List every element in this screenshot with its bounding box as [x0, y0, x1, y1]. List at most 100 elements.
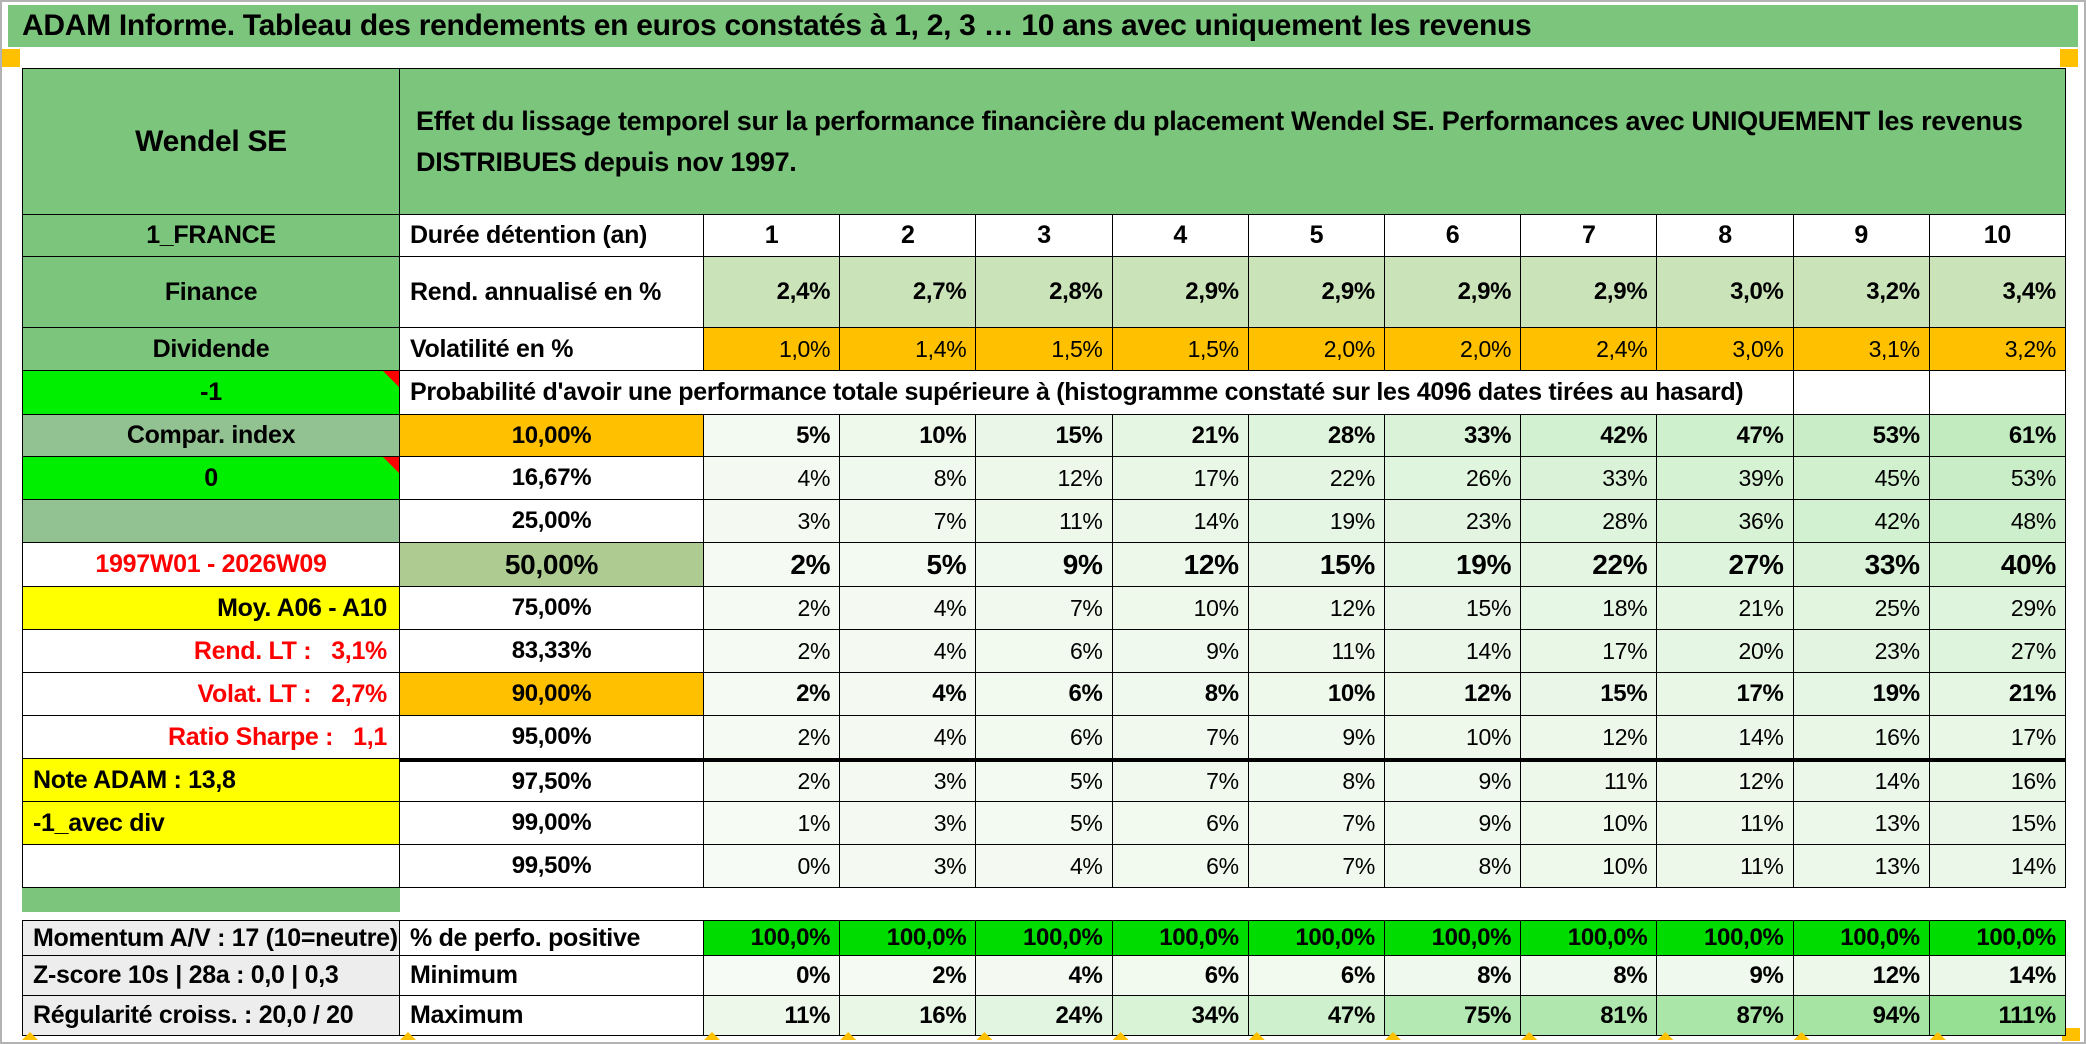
empty-cell[interactable] [1929, 371, 2066, 415]
value-cell[interactable]: 3% [840, 802, 977, 845]
value-cell[interactable]: 16% [1929, 759, 2066, 802]
value-cell[interactable]: 17% [1657, 673, 1794, 716]
value-cell[interactable]: 9% [1248, 716, 1385, 759]
value-cell[interactable]: 33% [1384, 415, 1522, 457]
value-cell[interactable]: 8% [1384, 956, 1522, 996]
row-label-cell[interactable]: Finance [22, 257, 400, 328]
value-cell[interactable]: 11% [1657, 802, 1794, 845]
value-cell[interactable]: 2,9% [1384, 257, 1522, 328]
value-cell[interactable]: 3,4% [1929, 257, 2066, 328]
value-cell[interactable]: 12% [1384, 673, 1522, 716]
value-cell[interactable]: 14% [1793, 759, 1930, 802]
value-cell[interactable]: 48% [1929, 500, 2066, 543]
value-cell[interactable]: 3,0% [1657, 257, 1794, 328]
value-cell[interactable]: 3% [704, 500, 841, 543]
value-cell[interactable]: 10% [1112, 587, 1249, 630]
value-cell[interactable]: 100,0% [1112, 920, 1249, 956]
value-cell[interactable]: 11% [976, 500, 1113, 543]
value-cell[interactable]: 9% [976, 543, 1113, 587]
duration-header-cell[interactable]: 3 [976, 215, 1113, 257]
metric-label-cell[interactable]: Volatilité en % [400, 328, 704, 371]
value-cell[interactable]: 100,0% [840, 920, 977, 956]
metric-label-cell[interactable]: 83,33% [400, 630, 704, 673]
value-cell[interactable]: 24% [976, 996, 1113, 1036]
value-cell[interactable]: 15% [1248, 543, 1385, 587]
row-label-cell[interactable] [22, 500, 400, 543]
duration-header-cell[interactable]: 9 [1793, 215, 1930, 257]
duration-header-cell[interactable]: 8 [1657, 215, 1794, 257]
value-cell[interactable]: 100,0% [1521, 920, 1658, 956]
value-cell[interactable]: 15% [1521, 673, 1658, 716]
value-cell[interactable]: 6% [976, 673, 1113, 716]
value-cell[interactable]: 1,0% [704, 328, 841, 371]
empty-cell[interactable] [1793, 371, 1930, 415]
row-label-cell[interactable]: Z-score 10s | 28a : 0,0 | 0,3 [22, 956, 400, 996]
value-cell[interactable]: 9% [1112, 630, 1249, 673]
value-cell[interactable]: 27% [1657, 543, 1794, 587]
value-cell[interactable]: 100,0% [704, 920, 841, 956]
value-cell[interactable]: 12% [976, 457, 1113, 500]
value-cell[interactable]: 15% [1929, 802, 2066, 845]
value-cell[interactable]: 8% [1248, 759, 1385, 802]
value-cell[interactable]: 9% [1384, 802, 1522, 845]
metric-label-cell[interactable]: 95,00% [400, 716, 704, 759]
value-cell[interactable]: 26% [1384, 457, 1522, 500]
value-cell[interactable]: 11% [1521, 759, 1658, 802]
value-cell[interactable]: 6% [976, 630, 1113, 673]
row-label-cell[interactable]: -1_avec div [22, 802, 400, 845]
value-cell[interactable]: 2% [704, 716, 841, 759]
value-cell[interactable]: 87% [1657, 996, 1794, 1036]
value-cell[interactable]: 47% [1657, 415, 1794, 457]
value-cell[interactable]: 1,5% [976, 328, 1113, 371]
value-cell[interactable]: 3% [840, 759, 977, 802]
value-cell[interactable]: 16% [840, 996, 977, 1036]
value-cell[interactable]: 42% [1793, 500, 1930, 543]
value-cell[interactable]: 4% [840, 587, 977, 630]
value-cell[interactable]: 17% [1521, 630, 1658, 673]
value-cell[interactable]: 2,0% [1384, 328, 1522, 371]
value-cell[interactable]: 28% [1521, 500, 1658, 543]
value-cell[interactable]: 29% [1929, 587, 2066, 630]
row-label-cell[interactable]: 1_FRANCE [22, 215, 400, 257]
row-label-cell[interactable] [22, 845, 400, 888]
value-cell[interactable]: 36% [1657, 500, 1794, 543]
value-cell[interactable]: 10% [1521, 802, 1658, 845]
value-cell[interactable]: 23% [1793, 630, 1930, 673]
value-cell[interactable]: 14% [1929, 845, 2066, 888]
metric-label-cell[interactable]: 99,50% [400, 845, 704, 888]
row-label-cell[interactable]: Momentum A/V : 17 (10=neutre) [22, 920, 400, 956]
value-cell[interactable]: 21% [1112, 415, 1249, 457]
value-cell[interactable]: 28% [1248, 415, 1385, 457]
row-label-cell[interactable]: Rend. LT : 3,1% [22, 630, 400, 673]
row-label-cell[interactable]: Note ADAM : 13,8 [22, 759, 400, 802]
row-label-cell[interactable]: Dividende [22, 328, 400, 371]
value-cell[interactable]: 61% [1929, 415, 2066, 457]
value-cell[interactable]: 2,4% [704, 257, 841, 328]
metric-label-cell[interactable]: % de perfo. positive [400, 920, 704, 956]
value-cell[interactable]: 7% [840, 500, 977, 543]
value-cell[interactable]: 94% [1793, 996, 1930, 1036]
metric-label-cell[interactable]: 90,00% [400, 673, 704, 716]
value-cell[interactable]: 15% [976, 415, 1113, 457]
value-cell[interactable]: 2% [704, 759, 841, 802]
value-cell[interactable]: 6% [1248, 956, 1385, 996]
value-cell[interactable]: 5% [704, 415, 841, 457]
sheet-title-bar[interactable]: ADAM Informe. Tableau des rendements en … [8, 5, 2078, 47]
value-cell[interactable]: 100,0% [1384, 920, 1522, 956]
value-cell[interactable]: 7% [1248, 845, 1385, 888]
value-cell[interactable]: 14% [1112, 500, 1249, 543]
row-label-cell[interactable]: Compar. index [22, 415, 400, 457]
value-cell[interactable]: 45% [1793, 457, 1930, 500]
value-cell[interactable]: 8% [1112, 673, 1249, 716]
duration-header-cell[interactable]: 10 [1929, 215, 2066, 257]
value-cell[interactable]: 3,1% [1793, 328, 1930, 371]
row-label-cell[interactable]: 1997W01 - 2026W09 [22, 543, 400, 587]
row-label-cell[interactable]: Volat. LT : 2,7% [22, 673, 400, 716]
value-cell[interactable]: 18% [1521, 587, 1658, 630]
value-cell[interactable]: 111% [1929, 996, 2066, 1036]
value-cell[interactable]: 2% [704, 673, 841, 716]
value-cell[interactable]: 2% [704, 587, 841, 630]
value-cell[interactable]: 4% [840, 673, 977, 716]
value-cell[interactable]: 5% [976, 802, 1113, 845]
value-cell[interactable]: 75% [1384, 996, 1522, 1036]
